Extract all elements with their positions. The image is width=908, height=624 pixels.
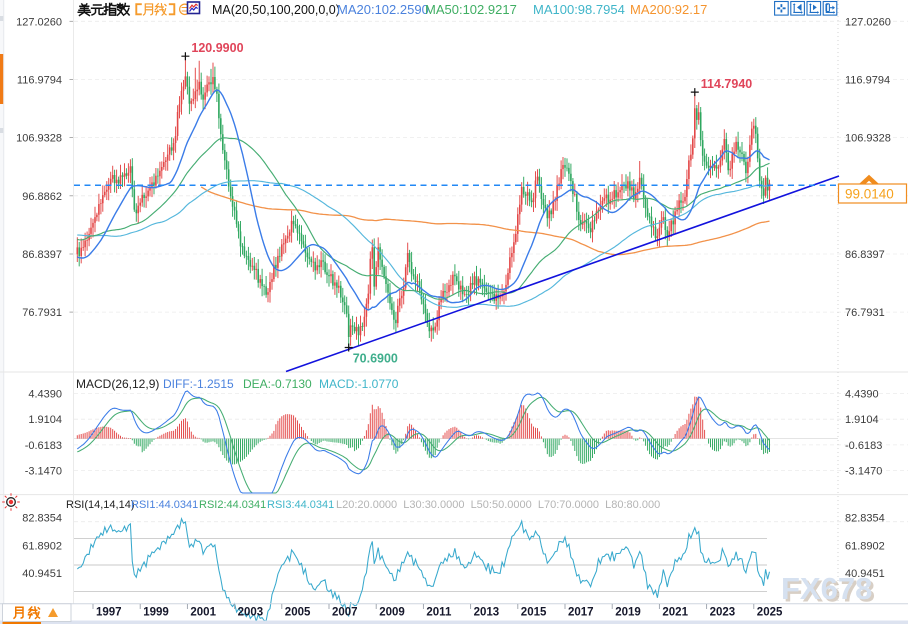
svg-text:-0.6183: -0.6183	[25, 440, 62, 452]
svg-text:2023: 2023	[710, 607, 736, 619]
svg-text:120.9900: 120.9900	[191, 41, 243, 55]
svg-text:-3.1470: -3.1470	[845, 466, 882, 478]
svg-text:2021: 2021	[662, 607, 688, 619]
svg-text:L20:20.0000 L30:30.0000 L50:: L20:20.0000 L30:30.0000 L50:50.0000 L70:…	[336, 499, 660, 511]
svg-text:114.7940: 114.7940	[701, 77, 752, 91]
svg-text:2011: 2011	[426, 607, 452, 619]
svg-text:FX678: FX678	[781, 571, 872, 606]
svg-text:2003: 2003	[238, 607, 264, 619]
svg-text:1.9104: 1.9104	[845, 414, 879, 426]
svg-text:61.8902: 61.8902	[845, 540, 885, 552]
svg-text:61.8902: 61.8902	[22, 540, 62, 552]
svg-text:-3.1470: -3.1470	[25, 466, 62, 478]
svg-text:82.8354: 82.8354	[22, 513, 62, 525]
svg-text:106.9328: 106.9328	[16, 133, 62, 145]
svg-text:76.7931: 76.7931	[22, 307, 62, 319]
svg-text:116.9794: 116.9794	[845, 75, 890, 87]
svg-text:116.9794: 116.9794	[17, 75, 62, 87]
svg-text:MACD(26,12,9): MACD(26,12,9)	[76, 377, 159, 391]
svg-text:RSI1:44.0341: RSI1:44.0341	[131, 499, 198, 511]
svg-text:76.7931: 76.7931	[845, 307, 885, 319]
svg-text:127.0260: 127.0260	[16, 16, 62, 28]
svg-text:DIFF:-1.2515: DIFF:-1.2515	[163, 377, 234, 391]
svg-text:40.9451: 40.9451	[845, 568, 885, 580]
svg-text:40.9451: 40.9451	[22, 568, 62, 580]
svg-text:RSI(14,14,14): RSI(14,14,14)	[66, 499, 134, 511]
svg-text:86.8397: 86.8397	[845, 249, 885, 261]
svg-text:96.8862: 96.8862	[22, 191, 62, 203]
svg-text:2005: 2005	[285, 607, 311, 619]
svg-text:2013: 2013	[474, 607, 500, 619]
svg-text:2019: 2019	[615, 607, 641, 619]
svg-text:2009: 2009	[379, 607, 405, 619]
svg-text:2015: 2015	[521, 607, 547, 619]
svg-text:4.4390: 4.4390	[845, 389, 879, 401]
svg-text:2017: 2017	[568, 607, 594, 619]
svg-text:MA50:102.9217: MA50:102.9217	[425, 2, 517, 17]
svg-text:127.0260: 127.0260	[845, 16, 891, 28]
svg-text:2001: 2001	[190, 607, 216, 619]
svg-text:RSI3:44.0341: RSI3:44.0341	[267, 499, 334, 511]
svg-text:MA100:98.7954: MA100:98.7954	[533, 2, 625, 17]
svg-text:-0.6183: -0.6183	[845, 440, 882, 452]
svg-text:MA20:102.2590: MA20:102.2590	[337, 2, 429, 17]
svg-text:82.8354: 82.8354	[845, 513, 885, 525]
svg-text:MACD:-1.0770: MACD:-1.0770	[319, 377, 399, 391]
svg-text:86.8397: 86.8397	[22, 249, 62, 261]
svg-text:DEA:-0.7130: DEA:-0.7130	[243, 377, 312, 391]
svg-text:70.6900: 70.6900	[353, 352, 398, 366]
svg-text:MA(20,50,100,200,0,0): MA(20,50,100,200,0,0)	[212, 3, 340, 17]
svg-text:RSI2:44.0341: RSI2:44.0341	[199, 499, 266, 511]
svg-text:MA200:92.17: MA200:92.17	[630, 2, 707, 17]
svg-text:106.9328: 106.9328	[845, 133, 891, 145]
svg-text:99.0140: 99.0140	[845, 186, 894, 201]
svg-text:4.4390: 4.4390	[28, 389, 62, 401]
svg-text:1999: 1999	[143, 607, 169, 619]
svg-text:FX678: FX678	[784, 573, 875, 608]
svg-text:1997: 1997	[96, 607, 122, 619]
svg-text:2025: 2025	[757, 607, 783, 619]
svg-text:2007: 2007	[332, 607, 358, 619]
svg-text:1.9104: 1.9104	[28, 414, 62, 426]
